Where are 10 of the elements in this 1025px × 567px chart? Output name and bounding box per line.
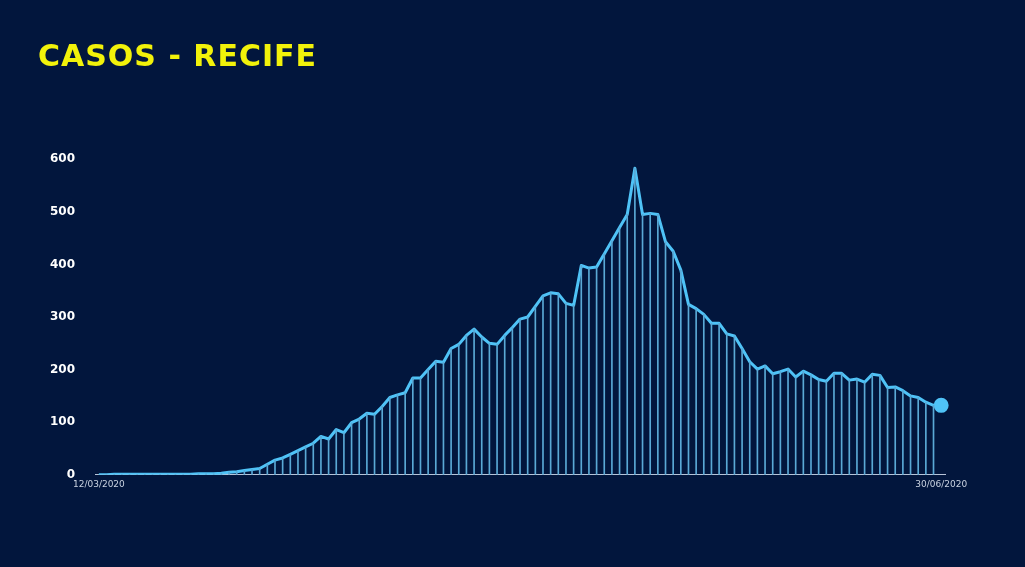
y-tick-label: 600 [49,151,76,166]
y-tick-label: 400 [49,256,76,271]
x-tick-label: 30/06/2020 [915,478,968,489]
y-tick-label: 0 [66,466,76,481]
y-tick-label: 200 [49,361,76,376]
y-tick-label: 500 [49,203,76,218]
chart-title: CASOS - RECIFE [38,38,318,73]
y-tick-label: 100 [49,414,76,429]
y-tick-label: 300 [49,309,76,324]
x-tick-label: 12/03/2020 [72,478,126,489]
